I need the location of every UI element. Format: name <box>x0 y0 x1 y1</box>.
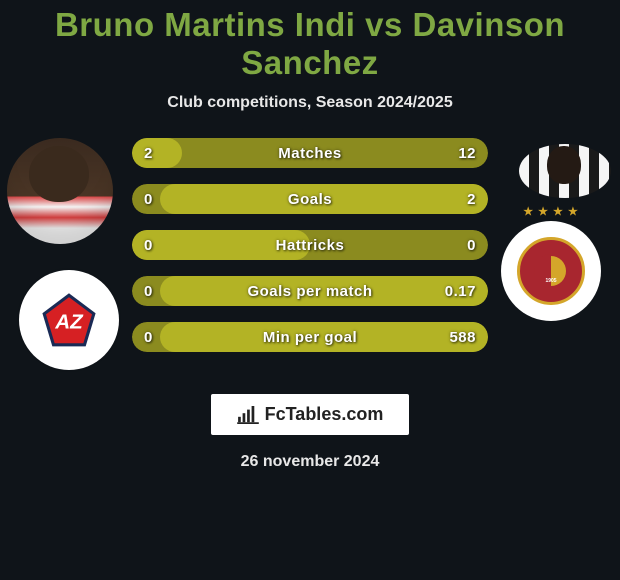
subtitle: Club competitions, Season 2024/2025 <box>0 94 620 112</box>
player2-avatar <box>519 144 611 198</box>
stat-bar-right <box>160 322 488 352</box>
stat-row: 00Hattricks <box>132 230 488 260</box>
stat-row: 212Matches <box>132 138 488 168</box>
stat-row: 0588Min per goal <box>132 322 488 352</box>
page-title: Bruno Martins Indi vs Davinson Sanchez <box>0 6 620 82</box>
stat-row: 02Goals <box>132 184 488 214</box>
stat-row: 00.17Goals per match <box>132 276 488 306</box>
player2-club-logo: ★ ★ ★ ★ 1905 <box>501 221 601 321</box>
stats-bars: 212Matches 02Goals 00Hattricks 00.17Goals p… <box>132 138 488 368</box>
stat-bar-right <box>160 184 488 214</box>
club-stars-icon: ★ ★ ★ ★ <box>501 205 601 218</box>
stat-bar-left <box>132 138 182 168</box>
stat-bar-bg <box>132 138 488 168</box>
stat-bar-right <box>160 276 488 306</box>
svg-text:1905: 1905 <box>545 278 556 284</box>
comparison-panel: AZ ★ ★ ★ ★ 1905 212Matches 02Goals 00Hattr… <box>0 140 620 380</box>
brand-label: FcTables.com <box>265 404 384 425</box>
date-label: 26 november 2024 <box>0 453 620 471</box>
player1-club-logo: AZ <box>19 270 119 370</box>
brand-badge: FcTables.com <box>211 394 410 435</box>
bar-chart-icon <box>237 406 259 424</box>
player1-avatar <box>7 138 113 244</box>
svg-text:AZ: AZ <box>54 310 84 333</box>
stat-bar-left <box>132 230 310 260</box>
